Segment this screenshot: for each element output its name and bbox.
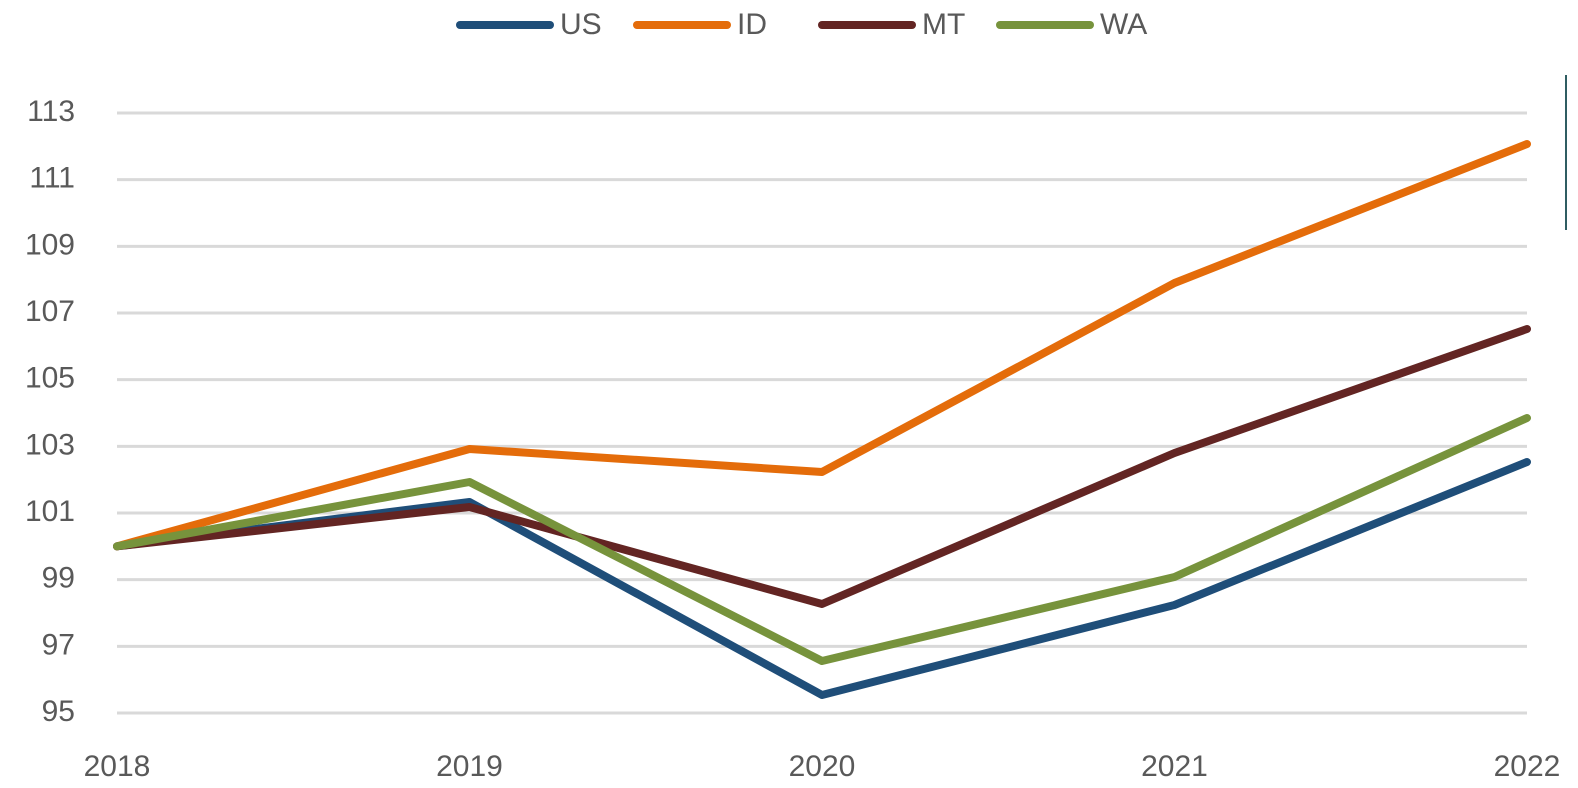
- y-tick-label: 109: [25, 228, 75, 261]
- x-tick-label: 2021: [1141, 750, 1208, 783]
- x-tick-label: 2022: [1494, 750, 1561, 783]
- y-tick-label: 103: [25, 428, 75, 461]
- y-tick-label: 101: [25, 495, 75, 528]
- y-tick-label: 107: [25, 295, 75, 328]
- legend-label: MT: [922, 8, 965, 41]
- y-tick-label: 99: [42, 562, 75, 595]
- y-tick-label: 97: [42, 628, 75, 661]
- series-line: [113, 414, 1531, 665]
- legend-label: WA: [1100, 8, 1147, 41]
- y-tick-label: 105: [25, 362, 75, 395]
- x-tick-label: 2018: [84, 750, 151, 783]
- y-tick-label: 113: [27, 95, 75, 128]
- x-tick-label: 2019: [436, 750, 503, 783]
- legend-label: ID: [737, 8, 767, 41]
- series-line: [113, 325, 1531, 608]
- legend-label: US: [560, 8, 602, 41]
- series-line: [113, 140, 1531, 551]
- y-tick-label: 95: [42, 695, 75, 728]
- y-tick-label: 111: [29, 162, 75, 195]
- x-tick-label: 2020: [789, 750, 856, 783]
